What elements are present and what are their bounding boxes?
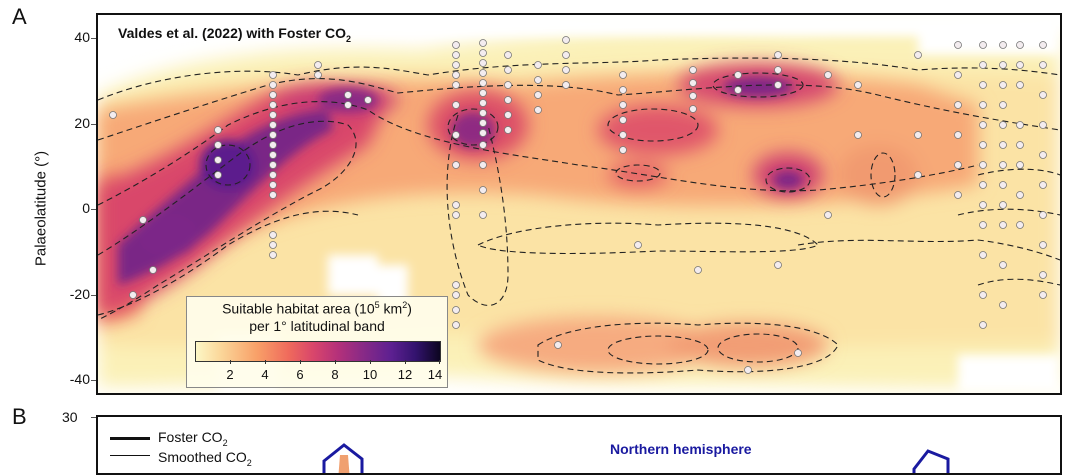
colorbar-label-4: 4: [261, 367, 269, 382]
colorbar-title-sup: 5: [374, 300, 380, 310]
legend-label-foster: Foster CO2: [158, 429, 228, 448]
colorbar-title-line1: Suitable habitat area (105 km2): [187, 300, 447, 317]
legend-subscript: 2: [222, 437, 228, 448]
colorbar-tick: [439, 360, 440, 364]
panel-b-ytick-30: 30: [62, 409, 78, 425]
colorbar-tick: [300, 360, 301, 364]
ytick-mark: [91, 295, 96, 296]
hemisphere-shape-left: [322, 443, 364, 473]
colorbar-title-text: Suitable habitat area (10: [222, 300, 375, 317]
colorbar-tick: [370, 360, 371, 364]
colorbar-label-12: 12: [397, 367, 413, 382]
ytick-mark: [91, 124, 96, 125]
ytick-40: 40: [74, 29, 90, 45]
ytick-mark: [91, 417, 96, 418]
ytick-mark: [91, 209, 96, 210]
legend-text: Smoothed CO: [158, 449, 247, 465]
colorbar-title-sup: 2: [402, 300, 408, 310]
heatmap-panel-a: Valdes et al. (2022) with Foster CO2 Sui…: [96, 13, 1062, 395]
hemisphere-shape-right: [912, 449, 950, 473]
legend-line-foster: [110, 437, 150, 440]
ytick-0: 0: [82, 200, 90, 216]
colorbar-label-6: 6: [296, 367, 304, 382]
ytick-neg20: -20: [69, 286, 90, 302]
ytick-20: 20: [74, 115, 90, 131]
occurrence-markers: [109, 36, 1047, 374]
ytick-mark: [91, 380, 96, 381]
colorbar-title-text: km: [379, 300, 403, 317]
panel-a-letter: A: [12, 4, 27, 29]
colorbar-label-8: 8: [331, 367, 339, 382]
chart-title-text: Valdes et al. (2022) with Foster CO: [118, 25, 346, 41]
colorbar-legend: Suitable habitat area (105 km2) per 1° l…: [186, 296, 448, 388]
line-panel-b: Foster CO2 Smoothed CO2 Northern hemisph…: [96, 415, 1062, 475]
legend-label-smoothed: Smoothed CO2: [158, 449, 252, 468]
colorbar-label-10: 10: [362, 367, 378, 382]
chart-title: Valdes et al. (2022) with Foster CO2: [118, 25, 351, 44]
chart-title-subscript: 2: [345, 33, 351, 44]
ytick-neg40: -40: [69, 371, 90, 387]
y-axis-label: Palaeolatitude (°): [32, 150, 50, 267]
panel-b-letter: B: [12, 404, 27, 429]
colorbar-label-14: 14: [427, 367, 443, 382]
legend-subscript: 2: [246, 457, 252, 468]
colorbar-title-text: ): [407, 300, 412, 317]
colorbar-tick: [405, 360, 406, 364]
colorbar-tick: [335, 360, 336, 364]
colorbar-tick: [230, 360, 231, 364]
colorbar-title-line2: per 1° latitudinal band: [249, 318, 385, 334]
colorbar-tick: [265, 360, 266, 364]
ytick-mark: [91, 38, 96, 39]
colorbar-gradient: [195, 341, 441, 362]
northern-hemisphere-label: Northern hemisphere: [610, 441, 752, 457]
legend-text: Foster CO: [158, 429, 223, 445]
colorbar-label-2: 2: [226, 367, 234, 382]
